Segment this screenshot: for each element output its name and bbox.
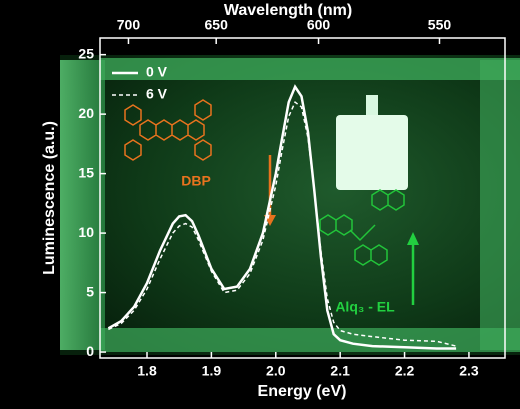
x-tick-label: 2.0 <box>266 363 286 379</box>
series-line <box>107 84 457 350</box>
y-tick-label: 0 <box>86 343 94 359</box>
x2-axis-label: Wavelength (nm) <box>224 2 352 19</box>
y-tick-label: 25 <box>78 45 94 61</box>
series-line <box>108 101 457 347</box>
legend-label: 6 V <box>146 86 168 102</box>
legend-label: 0 V <box>146 64 168 80</box>
green-arrowhead <box>407 232 419 245</box>
x2-tick-label: 650 <box>205 17 229 33</box>
dbp-molecule <box>124 99 212 161</box>
y-tick-label: 5 <box>86 283 94 299</box>
alq3-label: Alq₃ - EL <box>335 299 395 315</box>
dbp-label: DBP <box>181 173 211 189</box>
x2-tick-label: 700 <box>117 17 141 33</box>
x-tick-label: 1.9 <box>202 363 222 379</box>
y-tick-label: 20 <box>78 105 94 121</box>
x-tick-label: 2.1 <box>330 363 350 379</box>
x-tick-label: 2.3 <box>459 363 479 379</box>
x2-tick-label: 550 <box>428 17 452 33</box>
x-tick-label: 2.2 <box>395 363 415 379</box>
y-tick-label: 15 <box>78 164 94 180</box>
x2-tick-label: 600 <box>307 17 331 33</box>
x-axis-label: Energy (eV) <box>258 383 347 400</box>
y-tick-label: 10 <box>78 224 94 240</box>
x-tick-label: 1.8 <box>137 363 157 379</box>
y-axis-label: Luminescence (a.u.) <box>41 121 58 275</box>
alq3-molecule <box>319 189 405 266</box>
plot-frame <box>99 37 506 359</box>
